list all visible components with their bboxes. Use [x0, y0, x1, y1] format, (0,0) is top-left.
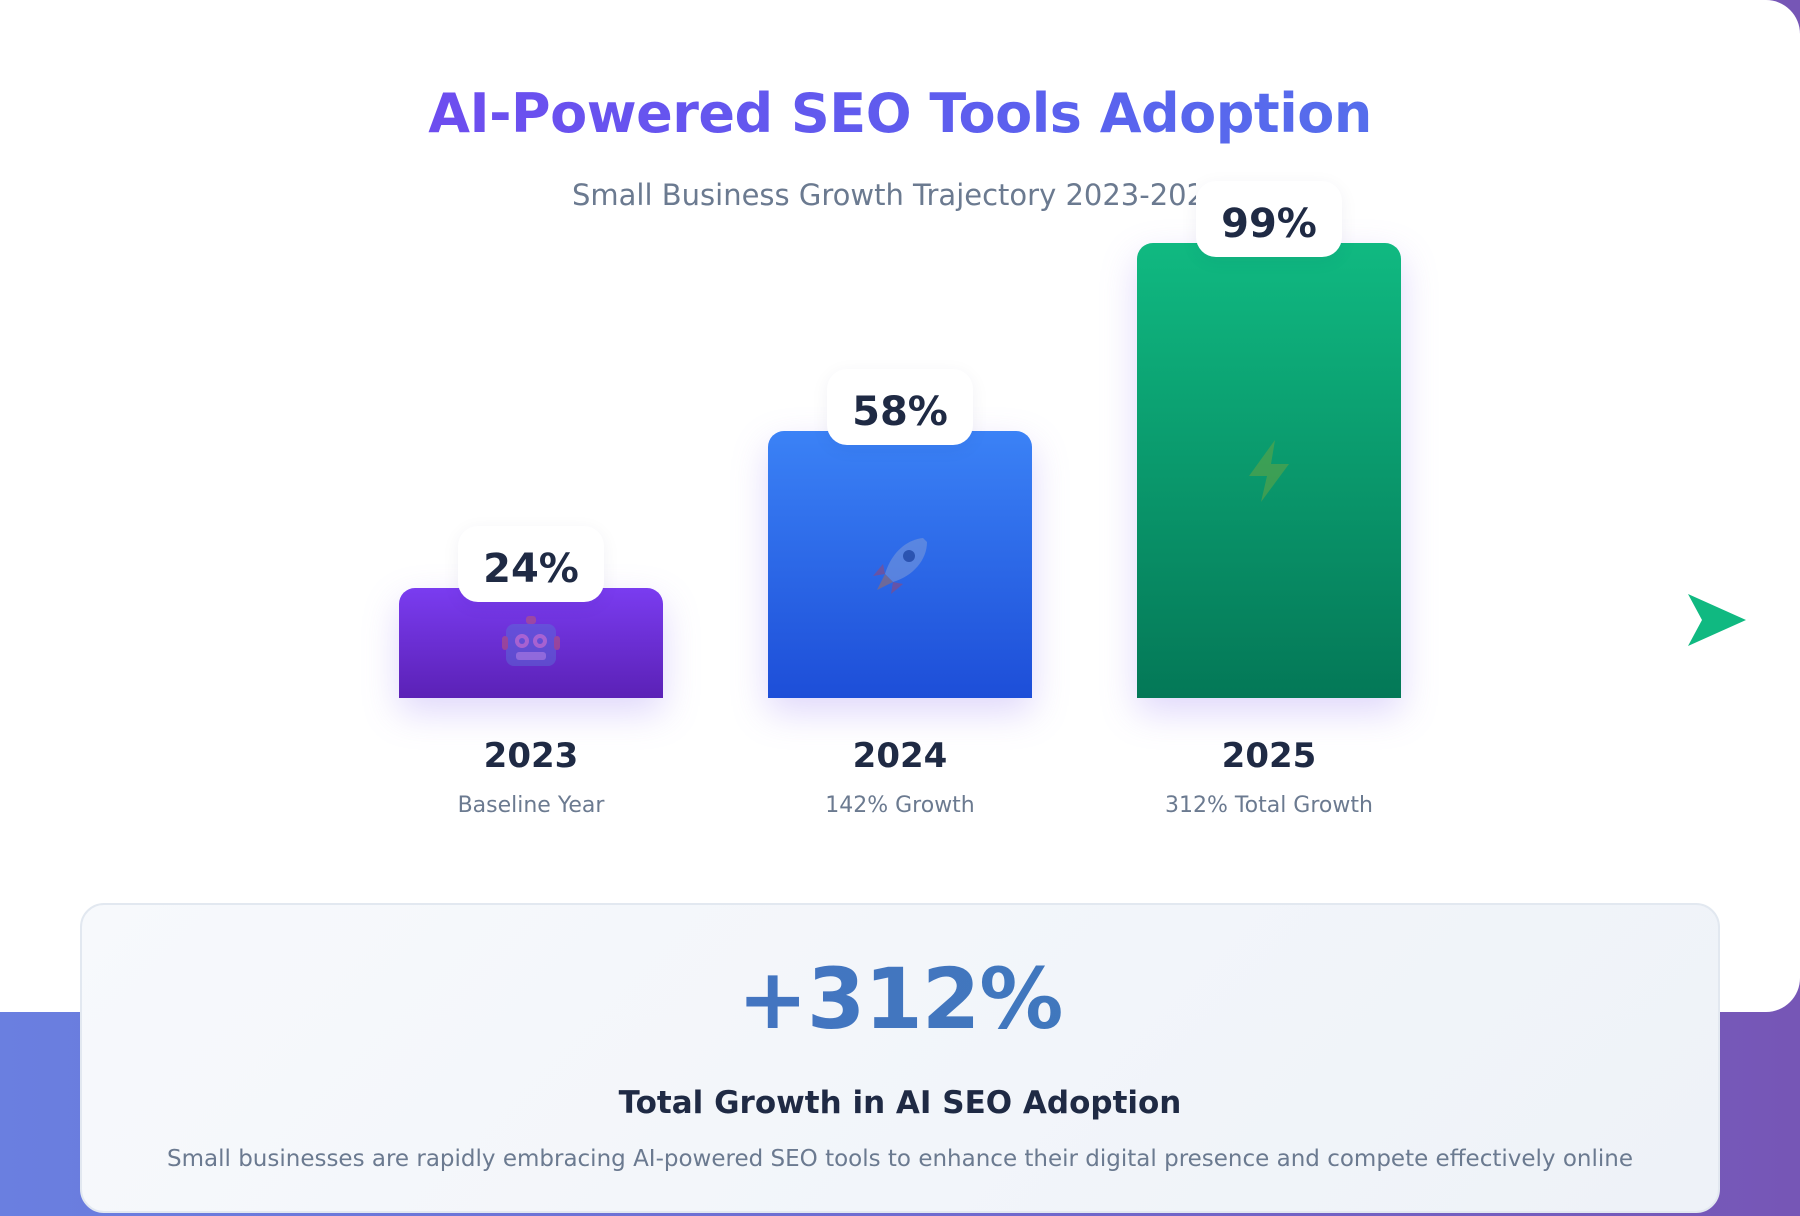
x-tick-label: 2024 [852, 736, 948, 776]
x-tick-label: 2023 [483, 736, 579, 776]
bar-2024 [768, 431, 1032, 698]
value-label: 24% [458, 526, 604, 602]
robot-icon [496, 608, 566, 682]
value-label: 99% [1196, 181, 1342, 257]
total-growth-value: +312% [82, 950, 1718, 1048]
bar-caption: 312% Total Growth [1165, 793, 1373, 818]
value-label: 58% [827, 369, 973, 445]
bar-2023 [399, 588, 663, 698]
summary-title: Total Growth in AI SEO Adoption [618, 1085, 1182, 1121]
bar-caption: 142% Growth [825, 793, 975, 818]
chart-subtitle: Small Business Growth Trajectory 2023-20… [572, 178, 1196, 212]
chart-card: AI-Powered SEO Tools Adoption Small Busi… [0, 82, 1800, 818]
lightning-icon [1234, 436, 1304, 510]
x-tick-label: 2025 [1221, 736, 1317, 776]
summary-card: +312% Total Growth in AI SEO Adoption Sm… [80, 903, 1720, 1213]
bar-2025 [1137, 243, 1401, 698]
chart-title: AI-Powered SEO Tools Adoption [0, 82, 1800, 145]
rocket-icon [865, 530, 935, 604]
summary-description: Small businesses are rapidly embracing A… [167, 1146, 1633, 1172]
play-arrow-icon[interactable] [1686, 592, 1748, 648]
bar-caption: Baseline Year [457, 793, 605, 818]
